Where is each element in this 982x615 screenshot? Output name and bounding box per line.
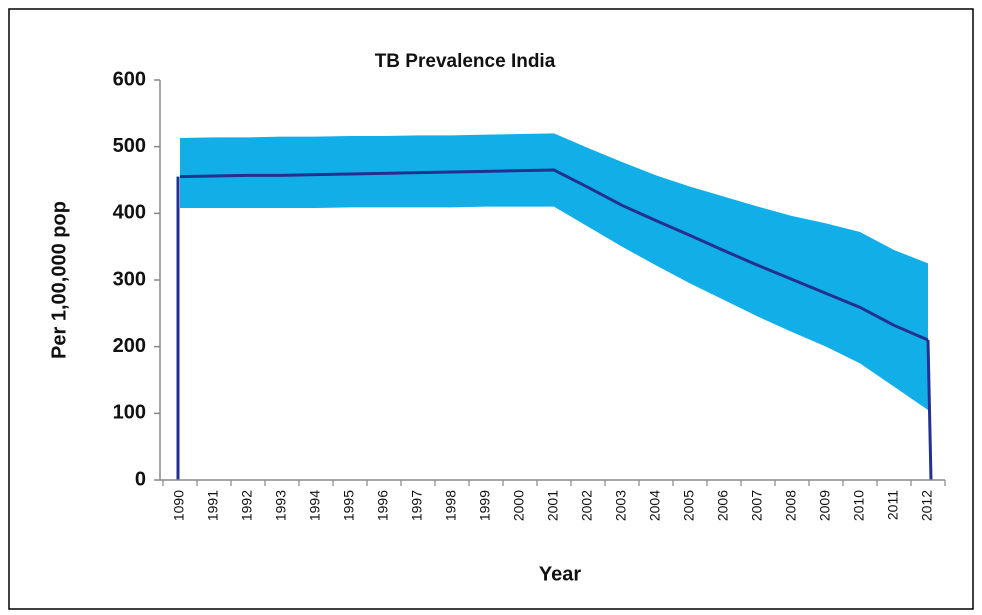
x-tick-label: 2000 — [511, 490, 527, 521]
x-tick-label: 1992 — [239, 490, 255, 521]
x-tick-label: 2005 — [681, 490, 697, 521]
y-tick-label: 300 — [113, 268, 146, 290]
x-tick-label: 2012 — [919, 490, 935, 521]
x-tick-label: 2011 — [885, 490, 901, 520]
x-axis-label: Year — [539, 563, 581, 585]
x-tick-label: 1993 — [273, 490, 289, 521]
center-line — [179, 168, 929, 342]
x-tick-label: 2003 — [613, 490, 629, 521]
x-tick-label: 1995 — [341, 490, 357, 521]
x-tick-label: 1999 — [477, 490, 493, 521]
x-tick-label: 1997 — [409, 490, 425, 521]
x-tick-label: 2001 — [545, 490, 561, 521]
x-tick-label: 2008 — [783, 490, 799, 521]
x-tick-label: 2007 — [749, 490, 765, 521]
y-tick-label: 100 — [113, 402, 146, 424]
x-tick-label: 1994 — [307, 490, 323, 521]
x-tick-label: 1991 — [205, 490, 221, 521]
y-tick-label: 400 — [113, 202, 146, 224]
x-tick-label: 2006 — [715, 490, 731, 521]
x-tick-label: 2010 — [851, 490, 867, 521]
chart-title: TB Prevalence India — [375, 51, 556, 72]
x-tick-label: 1998 — [443, 490, 459, 521]
band-area — [180, 133, 928, 411]
x-tick-label: 2002 — [579, 490, 595, 521]
x-tick-label: 2004 — [647, 490, 663, 521]
y-tick-label: 0 — [135, 468, 146, 490]
x-tick-label: 1996 — [375, 490, 391, 521]
y-tick-label: 600 — [113, 68, 146, 90]
y-axis-label: Per 1,00,000 pop — [48, 201, 70, 359]
y-tick-label: 500 — [113, 135, 146, 157]
edge-drop — [926, 339, 933, 481]
x-tick-label: 1090 — [171, 490, 187, 521]
y-tick-label: 200 — [113, 335, 146, 357]
x-tick-label: 2009 — [817, 490, 833, 521]
